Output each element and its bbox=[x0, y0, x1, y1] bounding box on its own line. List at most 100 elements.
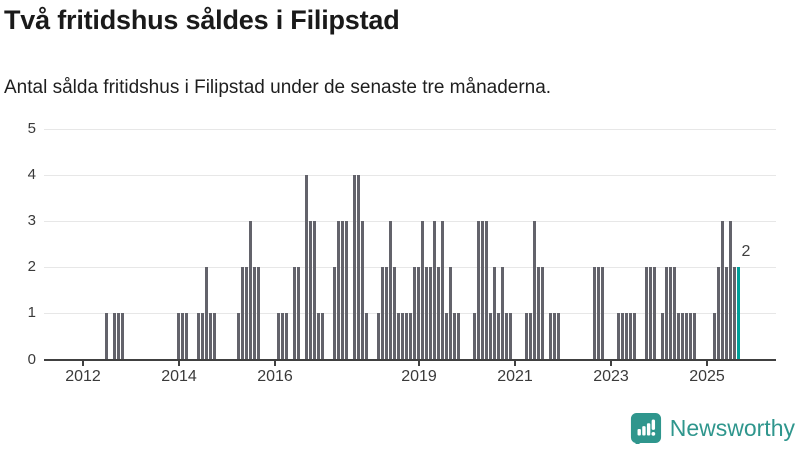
x-axis-line bbox=[44, 359, 776, 361]
y-axis-label: 3 bbox=[27, 212, 36, 230]
bar bbox=[421, 221, 424, 360]
x-axis-tick bbox=[418, 361, 420, 366]
y-axis-label: 1 bbox=[27, 304, 36, 322]
bar bbox=[113, 313, 116, 360]
bar bbox=[377, 313, 380, 360]
bar bbox=[541, 267, 544, 360]
bar bbox=[389, 221, 392, 360]
x-axis-label: 2023 bbox=[593, 368, 629, 385]
bar bbox=[653, 267, 656, 360]
bar bbox=[429, 267, 432, 360]
bar bbox=[481, 221, 484, 360]
x-axis-tick bbox=[274, 361, 276, 366]
bar bbox=[117, 313, 120, 360]
bar bbox=[537, 267, 540, 360]
bar bbox=[665, 267, 668, 360]
x-axis-tick bbox=[706, 361, 708, 366]
bar bbox=[257, 267, 260, 360]
gridline bbox=[44, 129, 776, 130]
bar bbox=[621, 313, 624, 360]
bar bbox=[553, 313, 556, 360]
bar bbox=[713, 313, 716, 360]
bar bbox=[277, 313, 280, 360]
bar bbox=[121, 313, 124, 360]
x-axis-label: 2019 bbox=[401, 368, 437, 385]
bar bbox=[645, 267, 648, 360]
bar bbox=[401, 313, 404, 360]
bar bbox=[505, 313, 508, 360]
x-axis-tick bbox=[514, 361, 516, 366]
bar bbox=[253, 267, 256, 360]
bar bbox=[365, 313, 368, 360]
y-axis-label: 5 bbox=[27, 120, 36, 137]
bar bbox=[249, 221, 252, 360]
y-axis-label: 2 bbox=[27, 258, 36, 276]
bar bbox=[197, 313, 200, 360]
bar bbox=[525, 313, 528, 360]
x-axis-label: 2012 bbox=[65, 368, 101, 385]
bar bbox=[669, 267, 672, 360]
bar bbox=[185, 313, 188, 360]
bar bbox=[241, 267, 244, 360]
bar bbox=[689, 313, 692, 360]
bar bbox=[489, 313, 492, 360]
bar bbox=[285, 313, 288, 360]
newsworthy-logo: Newsworthy bbox=[630, 412, 795, 444]
x-axis-label: 2025 bbox=[689, 368, 725, 385]
value-annotation: 2 bbox=[741, 243, 751, 261]
bar bbox=[673, 267, 676, 360]
bar bbox=[549, 313, 552, 360]
bar bbox=[633, 313, 636, 360]
bar bbox=[733, 267, 736, 360]
bar bbox=[381, 267, 384, 360]
bar bbox=[425, 267, 428, 360]
bar bbox=[361, 221, 364, 360]
bar bbox=[337, 221, 340, 360]
bar bbox=[205, 267, 208, 360]
bar bbox=[629, 313, 632, 360]
gridline bbox=[44, 267, 776, 269]
bar bbox=[201, 313, 204, 360]
bar bbox=[617, 313, 620, 360]
newsworthy-icon bbox=[630, 412, 661, 444]
bar bbox=[457, 313, 460, 360]
bar bbox=[177, 313, 180, 360]
bar bbox=[345, 221, 348, 360]
x-axis-tick bbox=[610, 361, 612, 366]
bar bbox=[437, 267, 440, 360]
newsworthy-wordmark: Newsworthy bbox=[669, 414, 795, 441]
bar bbox=[597, 267, 600, 360]
bar bbox=[357, 175, 360, 360]
bar bbox=[433, 221, 436, 360]
bar bbox=[625, 313, 628, 360]
bar bbox=[413, 267, 416, 360]
bar bbox=[493, 267, 496, 360]
bar bbox=[353, 175, 356, 360]
bar bbox=[453, 313, 456, 360]
bar bbox=[105, 313, 108, 360]
bar bbox=[661, 313, 664, 360]
bar bbox=[693, 313, 696, 360]
chart-subtitle: Antal sålda fritidshus i Filipstad under… bbox=[4, 77, 552, 98]
bar bbox=[293, 267, 296, 360]
bar bbox=[209, 313, 212, 360]
bar bbox=[305, 175, 308, 360]
bar bbox=[725, 267, 728, 360]
bar bbox=[449, 267, 452, 360]
x-axis-tick bbox=[82, 361, 84, 366]
bar bbox=[497, 313, 500, 360]
bar bbox=[677, 313, 680, 360]
bar bbox=[297, 267, 300, 360]
x-axis-label: 2016 bbox=[257, 368, 293, 385]
x-axis-label: 2021 bbox=[497, 368, 533, 385]
bar bbox=[181, 313, 184, 360]
bar bbox=[333, 267, 336, 360]
bar bbox=[445, 313, 448, 360]
bar bbox=[509, 313, 512, 360]
bar bbox=[321, 313, 324, 360]
gridline bbox=[44, 175, 776, 177]
bar bbox=[405, 313, 408, 360]
bar bbox=[341, 221, 344, 360]
bar bbox=[385, 267, 388, 360]
